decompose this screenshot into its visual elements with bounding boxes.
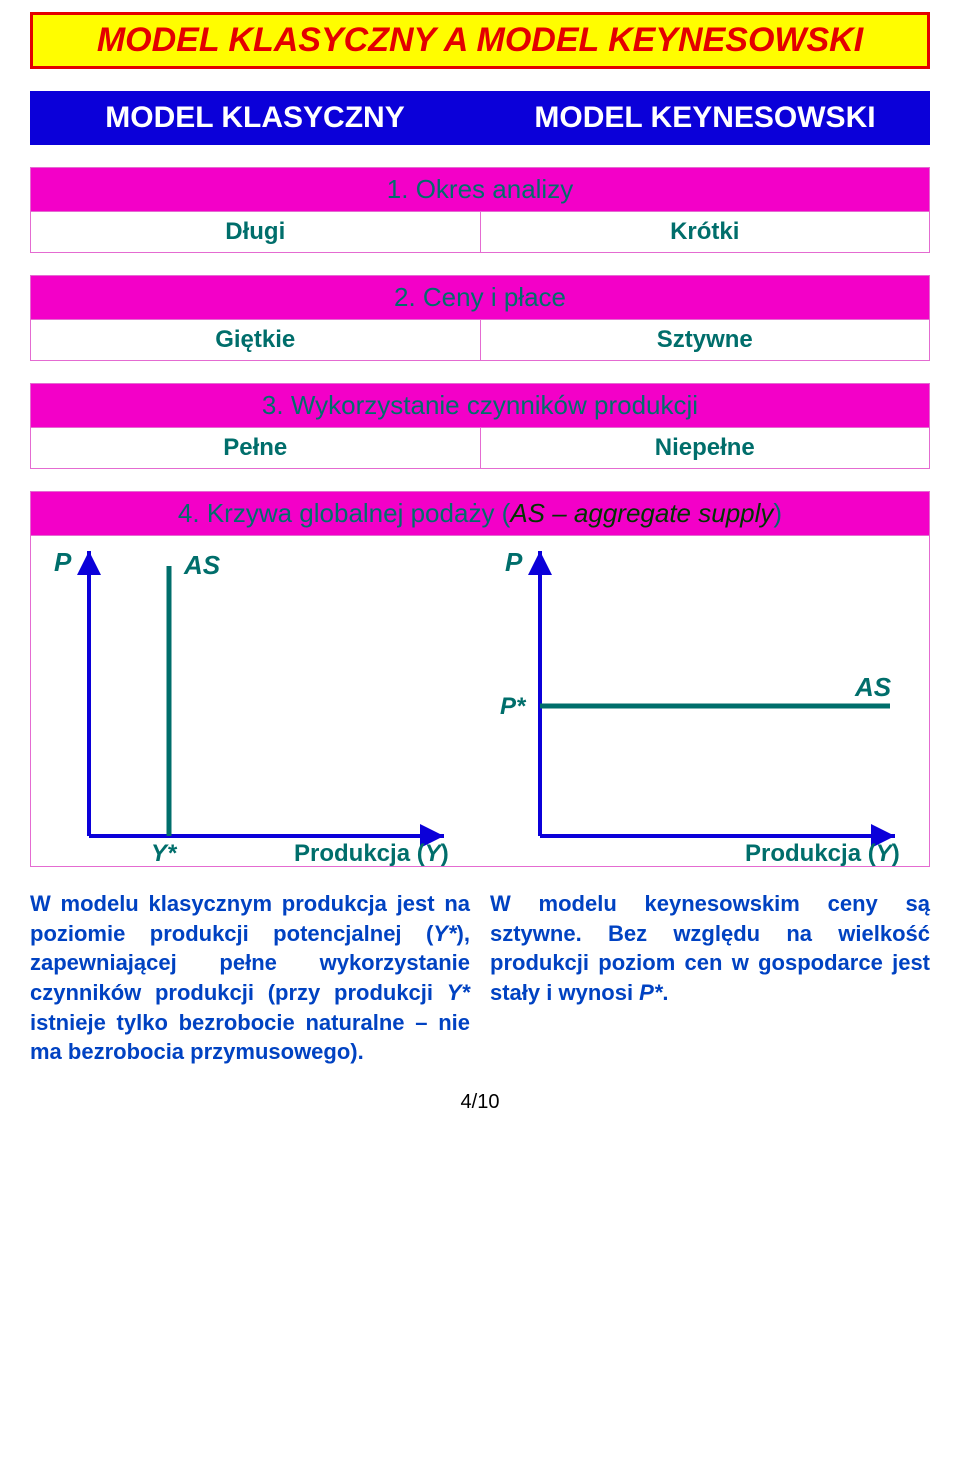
section-4: 4. Krzywa globalnej podaży (AS – aggrega… bbox=[30, 491, 930, 867]
page-footer: 4/10 bbox=[30, 1091, 930, 1114]
page-title: MODEL KLASYCZNY A MODEL KEYNESOWSKI bbox=[97, 21, 863, 59]
explain-right-i1: P* bbox=[639, 980, 662, 1005]
section-1-title: 1. Okres analizy bbox=[31, 168, 929, 211]
section-3-left: Pełne bbox=[31, 427, 480, 468]
section-1-row: DługiKrótki bbox=[31, 211, 929, 252]
section-2-row: GiętkieSztywne bbox=[31, 319, 929, 360]
section-2: 2. Ceny i płaceGiętkieSztywne bbox=[30, 275, 930, 361]
explain-right: W modelu keynesowskim ceny są sztywne. B… bbox=[490, 889, 930, 1067]
section-4-prefix: 4. Krzywa globalnej podaży ( bbox=[178, 498, 510, 528]
explain-left-i2: Y* bbox=[447, 980, 470, 1005]
section-4-suffix: ) bbox=[773, 498, 782, 528]
section-1-right: Krótki bbox=[480, 211, 930, 252]
section-1-left: Długi bbox=[31, 211, 480, 252]
explain-left-i1: Y* bbox=[433, 921, 456, 946]
explain-row: W modelu klasycznym produkcja jest na po… bbox=[30, 889, 930, 1067]
chart-row: P AS Y* Produkcja (Y) P P* AS bbox=[31, 535, 929, 866]
chart-right-P: P bbox=[505, 547, 523, 577]
chart-left: P AS Y* Produkcja (Y) bbox=[39, 536, 470, 866]
section-1: 1. Okres analizyDługiKrótki bbox=[30, 167, 930, 253]
chart-right-Pstar: P* bbox=[500, 693, 527, 720]
chart-right: P P* AS Produkcja (Y) bbox=[490, 536, 921, 866]
chart-left-svg: P AS Y* Produkcja (Y) bbox=[39, 536, 459, 866]
chart-left-P: P bbox=[54, 547, 72, 577]
explain-left-t1: W modelu klasycznym produkcja jest na po… bbox=[30, 891, 470, 946]
column-header-right-label: MODEL KEYNESOWSKI bbox=[534, 101, 875, 134]
section-4-italic: AS – aggregate supply bbox=[510, 498, 773, 528]
column-header-right: MODEL KEYNESOWSKI bbox=[480, 91, 930, 145]
explain-left: W modelu klasycznym produkcja jest na po… bbox=[30, 889, 470, 1067]
column-header-left-label: MODEL KLASYCZNY bbox=[105, 101, 404, 134]
column-header-left: MODEL KLASYCZNY bbox=[30, 91, 480, 145]
page-title-box: MODEL KLASYCZNY A MODEL KEYNESOWSKI bbox=[30, 12, 930, 69]
chart-right-svg: P P* AS Produkcja (Y) bbox=[490, 536, 910, 866]
page-number: 4/10 bbox=[461, 1091, 500, 1113]
chart-right-xlabel: Produkcja (Y) bbox=[745, 840, 900, 866]
explain-left-t3: istnieje tylko bezrobocie naturalne – ni… bbox=[30, 1010, 470, 1065]
explain-right-t1: W modelu keynesowskim ceny są sztywne. B… bbox=[490, 891, 930, 1005]
section-3-row: PełneNiepełne bbox=[31, 427, 929, 468]
chart-left-AS: AS bbox=[183, 550, 221, 580]
section-3-title: 3. Wykorzystanie czynników produkcji bbox=[31, 384, 929, 427]
section-2-left: Giętkie bbox=[31, 319, 480, 360]
chart-right-AS: AS bbox=[854, 672, 892, 702]
section-4-title: 4. Krzywa globalnej podaży (AS – aggrega… bbox=[31, 492, 929, 535]
chart-left-Ystar: Y* bbox=[151, 840, 178, 866]
chart-left-xlabel: Produkcja (Y) bbox=[294, 840, 449, 866]
section-3: 3. Wykorzystanie czynników produkcjiPełn… bbox=[30, 383, 930, 469]
column-header-row: MODEL KLASYCZNY MODEL KEYNESOWSKI bbox=[30, 91, 930, 145]
section-3-right: Niepełne bbox=[480, 427, 930, 468]
section-2-right: Sztywne bbox=[480, 319, 930, 360]
section-2-title: 2. Ceny i płace bbox=[31, 276, 929, 319]
explain-right-t2: . bbox=[662, 980, 668, 1005]
